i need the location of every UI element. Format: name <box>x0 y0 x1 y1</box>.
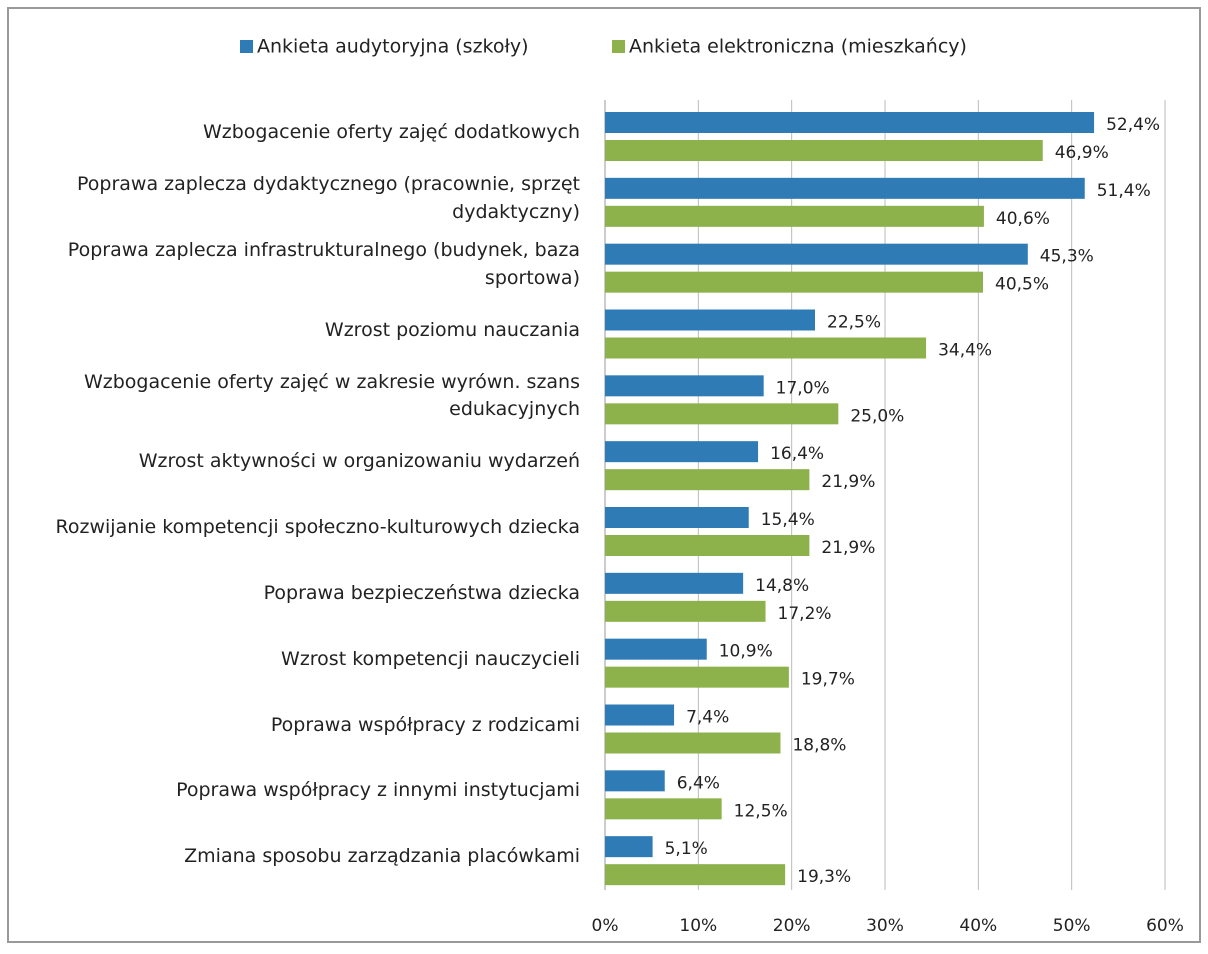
value-label: 17,2% <box>778 604 832 624</box>
legend-swatch <box>240 40 253 53</box>
category-label-box: Poprawa bezpieczeństwa dziecka <box>263 581 580 604</box>
bar <box>605 375 764 397</box>
bar <box>605 177 1085 199</box>
value-label: 45,3% <box>1040 247 1094 267</box>
value-label: 25,0% <box>850 406 904 426</box>
value-label: 5,1% <box>665 839 708 859</box>
value-label: 21,9% <box>821 538 875 558</box>
bar <box>605 205 984 227</box>
value-label: 15,4% <box>761 510 815 530</box>
legend-label: Ankieta elektroniczna (mieszkańcy) <box>629 36 967 58</box>
bar <box>605 666 789 688</box>
x-tick-label: 60% <box>1146 916 1184 936</box>
bar <box>605 770 665 792</box>
category-label-box: Poprawa współpracy z innymi instytucjami <box>176 779 580 802</box>
value-label: 10,9% <box>719 642 773 662</box>
bar <box>605 403 839 425</box>
bar <box>605 572 744 594</box>
category-label-box: Poprawa zaplecza dydaktycznego (pracowni… <box>77 173 580 223</box>
x-tick-label: 30% <box>866 916 904 936</box>
bar <box>605 704 675 726</box>
category-label: Zmiana sposobu zarządzania placówkami <box>184 845 580 868</box>
value-label: 40,6% <box>996 209 1050 229</box>
bar <box>605 140 1043 161</box>
bar <box>605 836 653 858</box>
x-tick-label: 50% <box>1053 916 1091 936</box>
category-label: Poprawa bezpieczeństwa dziecka <box>263 581 580 604</box>
category-label-box: Wzbogacenie oferty zajęć w zakresie wyró… <box>83 370 580 421</box>
category-label-box: Rozwijanie kompetencji społeczno-kulturo… <box>55 516 580 539</box>
bar <box>605 638 707 660</box>
x-tick-label: 20% <box>773 916 811 936</box>
bar <box>605 243 1028 265</box>
bar <box>605 507 749 528</box>
category-label-box: Wzbogacenie oferty zajęć dodatkowych <box>202 121 580 144</box>
value-label: 6,4% <box>677 773 720 793</box>
category-label-box: Poprawa współpracy z rodzicami <box>270 713 580 736</box>
category-label: Wzbogacenie oferty zajęć dodatkowych <box>202 121 580 144</box>
value-label: 46,9% <box>1055 143 1109 163</box>
bar <box>605 864 786 886</box>
bar <box>605 441 759 463</box>
x-tick-label: 10% <box>679 916 717 936</box>
category-label: Wzrost aktywności w organizowaniu wydarz… <box>138 450 580 473</box>
x-tick-label: 0% <box>592 916 619 936</box>
value-label: 14,8% <box>755 576 809 596</box>
category-label: Wzrost poziomu nauczania <box>324 318 580 341</box>
category-label: Wzrost kompetencji nauczycieli <box>281 647 580 670</box>
bar <box>605 469 810 491</box>
category-label-box: Wzrost poziomu nauczania <box>324 318 580 341</box>
value-label: 19,7% <box>801 670 855 690</box>
category-label: Poprawa zaplecza dydaktycznego (pracowni… <box>77 173 580 223</box>
bar <box>605 271 983 293</box>
bar <box>605 732 781 754</box>
value-label: 34,4% <box>938 341 992 361</box>
value-label: 12,5% <box>734 801 788 821</box>
value-label: 22,5% <box>827 313 881 333</box>
category-label: Poprawa współpracy z innymi instytucjami <box>176 779 580 802</box>
value-label: 17,0% <box>776 378 830 398</box>
category-label: Rozwijanie kompetencji społeczno-kulturo… <box>55 516 580 539</box>
x-tick-label: 40% <box>959 916 997 936</box>
bar <box>605 112 1095 133</box>
value-label: 7,4% <box>686 708 729 728</box>
chart-frame <box>7 7 1201 943</box>
bar <box>605 798 722 820</box>
value-label: 16,4% <box>770 444 824 464</box>
value-label: 52,4% <box>1106 115 1160 135</box>
category-label-box: Zmiana sposobu zarządzania placówkami <box>184 845 580 868</box>
bar <box>605 309 815 331</box>
bar <box>605 600 766 622</box>
value-label: 21,9% <box>821 472 875 492</box>
bar <box>605 535 810 556</box>
value-label: 40,5% <box>995 275 1049 295</box>
category-label-box: Poprawa zaplecza infrastrukturalnego (bu… <box>67 239 580 289</box>
category-label-box: Wzrost kompetencji nauczycieli <box>281 647 580 670</box>
category-label-box: Wzrost aktywności w organizowaniu wydarz… <box>138 450 580 473</box>
value-label: 51,4% <box>1097 181 1151 201</box>
value-label: 19,3% <box>797 867 851 887</box>
value-label: 18,8% <box>792 736 846 756</box>
legend-label: Ankieta audytoryjna (szkoły) <box>257 36 529 58</box>
bar <box>605 337 927 359</box>
category-label: Wzbogacenie oferty zajęć w zakresie wyró… <box>83 370 580 421</box>
legend-swatch <box>612 40 625 53</box>
category-label: Poprawa współpracy z rodzicami <box>270 713 580 736</box>
category-label: Poprawa zaplecza infrastrukturalnego (bu… <box>67 239 580 289</box>
